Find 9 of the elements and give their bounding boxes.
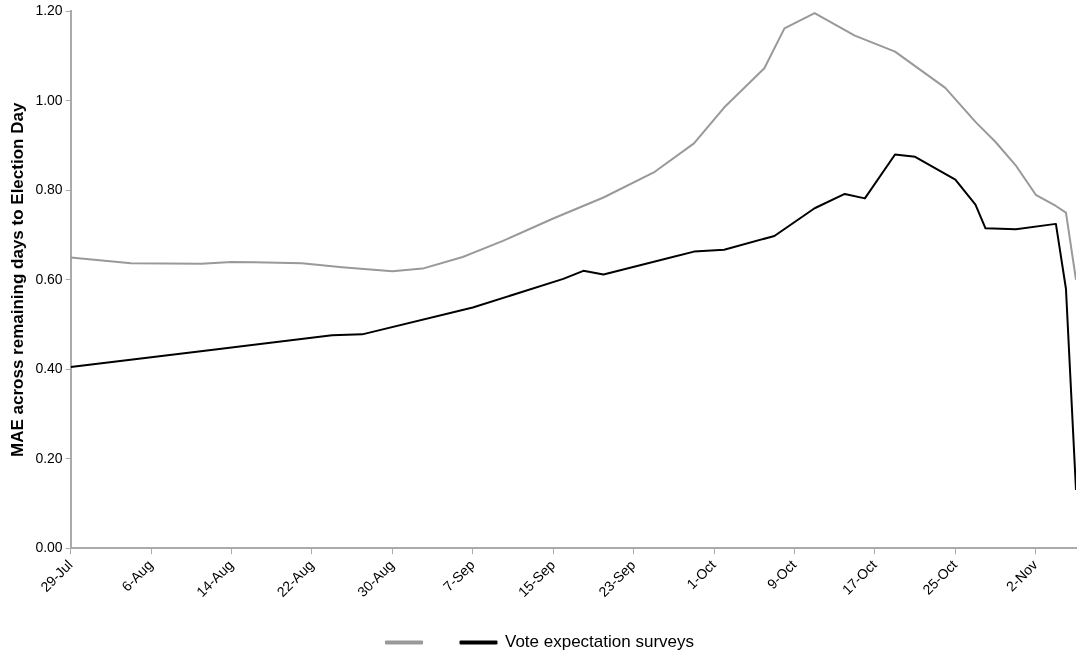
y-tick-label: 0.80 [35,181,63,198]
y-tick-label: 0.00 [35,539,63,556]
y-tick-label: 1.00 [35,91,63,108]
y-tick-label: 0.20 [35,449,63,466]
y-axis-title: MAE across remaining days to Election Day [7,102,27,457]
legend-label: Vote expectation surveys [505,632,695,652]
y-tick-label: 0.40 [35,360,63,377]
y-tick-label: 0.60 [35,270,63,287]
y-tick-label: 1.20 [35,2,63,19]
